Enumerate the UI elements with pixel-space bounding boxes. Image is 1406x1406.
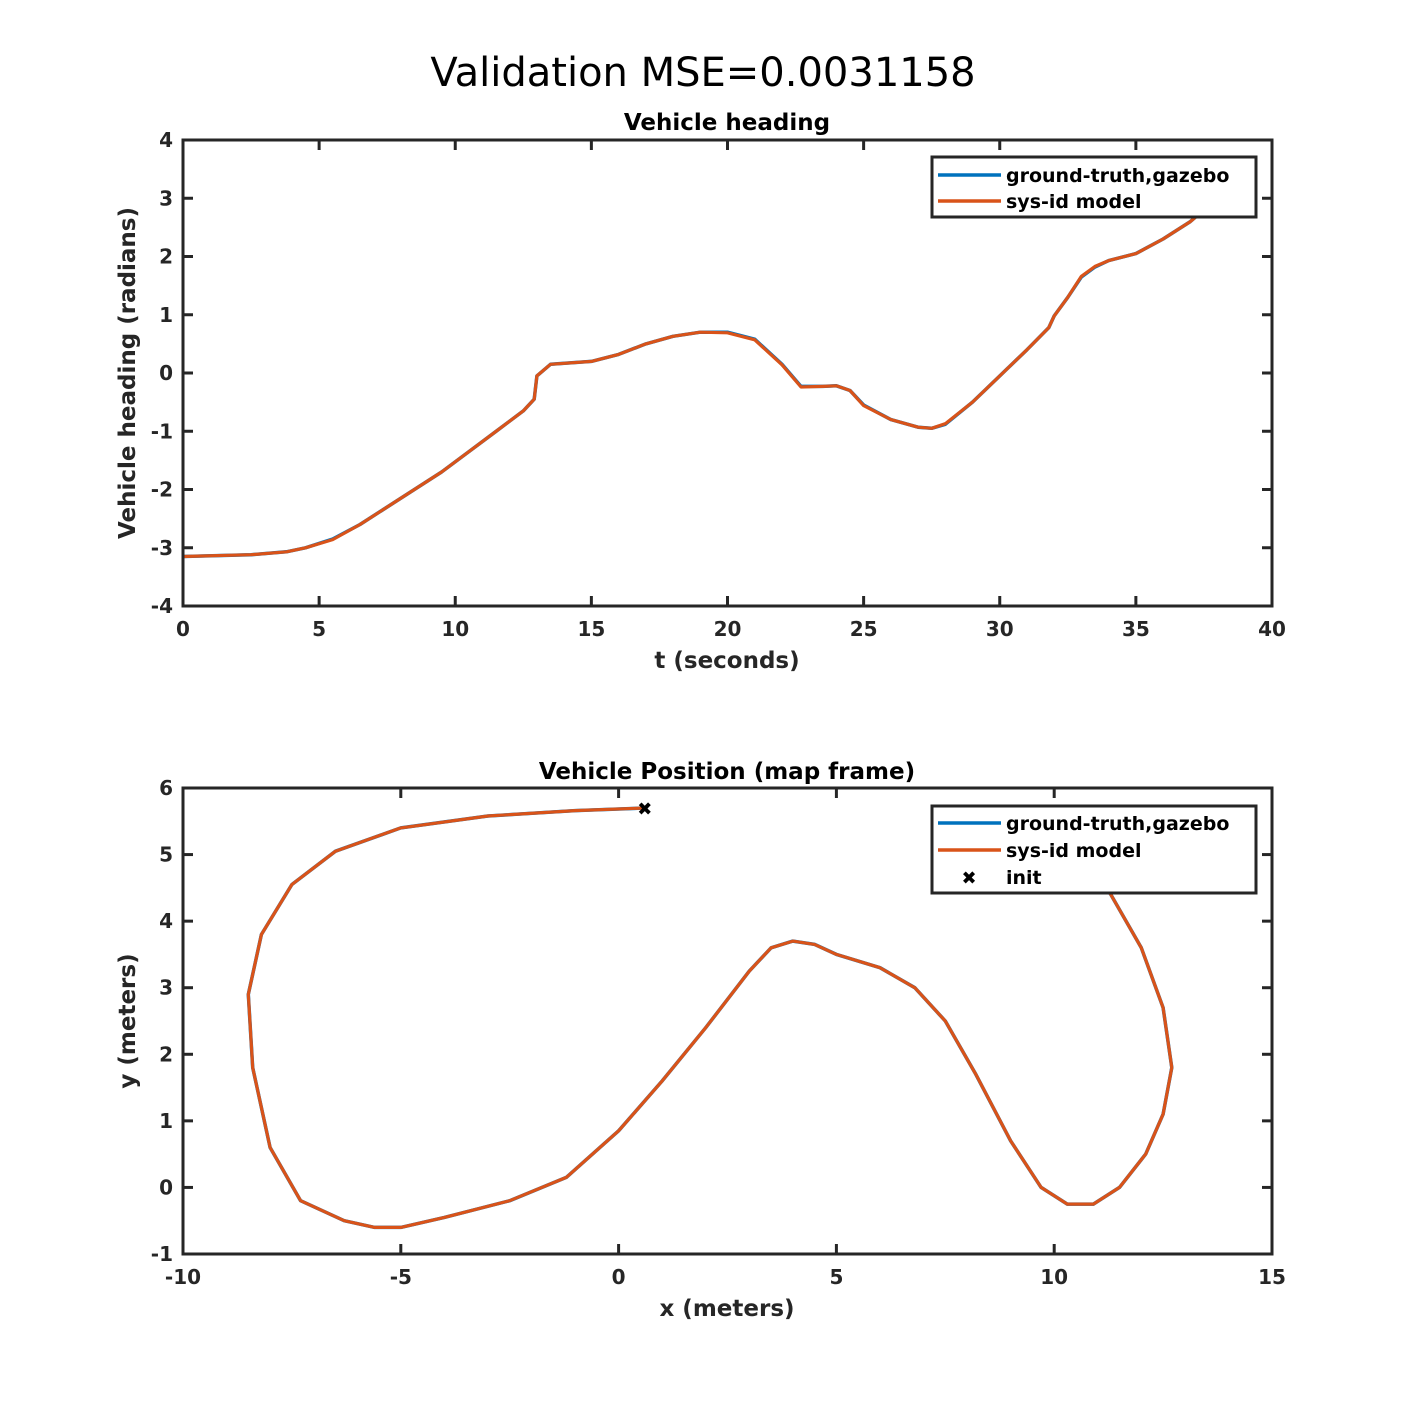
- legend-label-model: sys-id model: [1006, 191, 1141, 213]
- legend-label-ground-truth: ground-truth,gazebo: [1006, 165, 1229, 187]
- y-tick-label: 5: [159, 843, 173, 867]
- legend-label-model: sys-id model: [1006, 840, 1141, 862]
- x-tick-label: 30: [986, 617, 1014, 641]
- heading-plot-ticks: 0 5 10 15 20 25 30 35 40 -4 -3 -2 -1 0 1 2 3 4: [151, 128, 1286, 641]
- y-tick-label: -3: [151, 536, 173, 560]
- y-tick-label: -1: [151, 419, 173, 443]
- heading-plot: 0 5 10 15 20 25 30 35 40 -4 -3 -2 -1 0 1 2 3 4 Vehicle he…: [115, 110, 1286, 674]
- position-plot-xlabel: x (meters): [659, 1296, 794, 1322]
- y-tick-label: 0: [159, 361, 173, 385]
- y-tick-label: 0: [159, 1175, 173, 1199]
- y-tick-label: 1: [159, 303, 173, 327]
- position-plot-lines: [246, 806, 1174, 1230]
- x-tick-label: 0: [612, 1265, 626, 1289]
- x-tick-label: -10: [165, 1265, 201, 1289]
- x-tick-label: 15: [1258, 1265, 1286, 1289]
- x-tick-label: 10: [1040, 1265, 1068, 1289]
- position-plot-ylabel: y (meters): [115, 953, 141, 1088]
- heading-plot-lines: [183, 184, 1233, 559]
- y-tick-label: 1: [159, 1109, 173, 1133]
- heading-plot-ylabel: Vehicle heading (radians): [115, 207, 141, 539]
- figure-title: Validation MSE=0.0031158: [430, 50, 975, 96]
- x-tick-label: 25: [850, 617, 878, 641]
- y-tick-label: -4: [151, 594, 173, 618]
- y-tick-label: 4: [159, 128, 173, 152]
- legend-label-init: init: [1006, 867, 1042, 889]
- y-tick-label: 6: [159, 776, 173, 800]
- legend-box: [930, 155, 1258, 219]
- y-tick-label: 2: [159, 1042, 173, 1066]
- x-tick-label: 15: [577, 617, 605, 641]
- y-tick-label: 2: [159, 245, 173, 269]
- series-line-model: [183, 185, 1233, 559]
- y-tick-label: 3: [159, 976, 173, 1000]
- x-tick-label: 0: [176, 617, 190, 641]
- x-tick-label: -5: [390, 1265, 412, 1289]
- heading-plot-legend: ground-truth,gazebo sys-id model: [930, 155, 1258, 219]
- heading-plot-xlabel: t (seconds): [654, 648, 799, 674]
- x-tick-label: 40: [1258, 617, 1286, 641]
- series-line-model: [246, 806, 1174, 1230]
- init-marker: ✖: [637, 799, 652, 820]
- position-plot-title: Vehicle Position (map frame): [539, 759, 915, 785]
- series-line-ground-truth: [183, 184, 1233, 559]
- y-tick-label: -2: [151, 478, 173, 502]
- heading-plot-title: Vehicle heading: [624, 110, 830, 136]
- x-tick-label: 35: [1122, 617, 1150, 641]
- x-tick-label: 10: [441, 617, 469, 641]
- y-tick-label: 3: [159, 186, 173, 210]
- x-tick-label: 20: [714, 617, 742, 641]
- x-tick-label: 5: [829, 1265, 843, 1289]
- y-tick-label: 4: [159, 909, 173, 933]
- position-plot-legend: ground-truth,gazebo sys-id model ✖ init: [930, 804, 1258, 895]
- legend-label-ground-truth: ground-truth,gazebo: [1006, 813, 1229, 835]
- legend-marker-init: ✖: [961, 868, 976, 889]
- position-plot-frame: [181, 786, 1274, 1256]
- x-tick-label: 5: [312, 617, 326, 641]
- y-tick-label: -1: [151, 1242, 173, 1266]
